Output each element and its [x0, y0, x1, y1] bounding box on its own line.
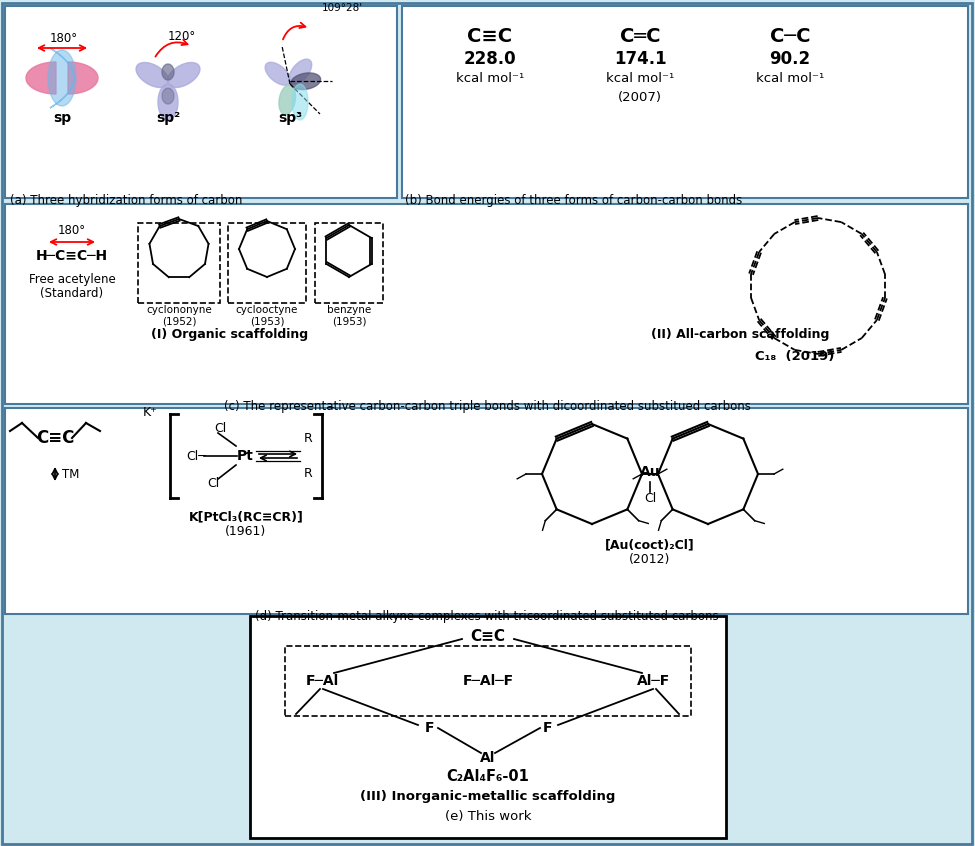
Text: F─Al─F: F─Al─F — [462, 674, 514, 688]
Text: (1953): (1953) — [250, 316, 285, 326]
Text: C═C: C═C — [620, 26, 660, 46]
Text: C≡C: C≡C — [36, 429, 74, 447]
Text: benzyne: benzyne — [327, 305, 371, 315]
Text: sp³: sp³ — [278, 111, 302, 125]
FancyBboxPatch shape — [250, 616, 726, 838]
Text: Cl─: Cl─ — [186, 449, 206, 463]
Text: kcal mol⁻¹: kcal mol⁻¹ — [605, 72, 674, 85]
Text: C₁₈  (2019): C₁₈ (2019) — [756, 349, 835, 362]
Text: (d) Transition-metal alkyne complexes with tricoordinated substituted carbons: (d) Transition-metal alkyne complexes wi… — [255, 610, 719, 623]
Text: [Au(coct)₂Cl]: [Au(coct)₂Cl] — [605, 538, 695, 551]
Polygon shape — [162, 64, 174, 80]
Text: Al: Al — [481, 751, 495, 765]
Text: (c) The representative carbon-carbon triple bonds with dicoordinated substitued : (c) The representative carbon-carbon tri… — [223, 400, 751, 413]
Text: sp²: sp² — [156, 111, 180, 125]
Text: Au: Au — [640, 465, 660, 479]
Text: (1952): (1952) — [162, 316, 196, 326]
Polygon shape — [162, 88, 174, 104]
Text: C≡C: C≡C — [467, 26, 513, 46]
Text: (I) Organic scaffolding: (I) Organic scaffolding — [151, 327, 308, 340]
Text: (a) Three hybridization forms of carbon: (a) Three hybridization forms of carbon — [10, 194, 243, 207]
Text: (1961): (1961) — [225, 525, 266, 538]
Text: F─Al: F─Al — [305, 674, 338, 688]
FancyBboxPatch shape — [5, 408, 968, 614]
Polygon shape — [68, 62, 98, 94]
Text: H─C≡C─H: H─C≡C─H — [36, 249, 108, 263]
Polygon shape — [292, 84, 308, 120]
Polygon shape — [158, 84, 178, 120]
Text: cyclononyne: cyclononyne — [146, 305, 212, 315]
Text: 174.1: 174.1 — [613, 50, 666, 68]
Text: K⁺: K⁺ — [143, 405, 158, 419]
Text: (2007): (2007) — [618, 91, 662, 103]
FancyBboxPatch shape — [5, 6, 397, 198]
Text: TM: TM — [62, 468, 79, 481]
Text: cyclooctyne: cyclooctyne — [236, 305, 298, 315]
Polygon shape — [168, 63, 200, 87]
Text: R: R — [303, 431, 312, 444]
Text: 90.2: 90.2 — [769, 50, 810, 68]
Text: (1953): (1953) — [332, 316, 367, 326]
Text: Cl: Cl — [207, 476, 219, 490]
Text: 180°: 180° — [50, 31, 78, 45]
FancyBboxPatch shape — [5, 204, 968, 404]
Polygon shape — [291, 73, 321, 90]
Text: F: F — [425, 721, 435, 735]
Polygon shape — [50, 48, 74, 78]
Text: (e) This work: (e) This work — [445, 810, 531, 822]
Polygon shape — [279, 85, 295, 114]
Polygon shape — [265, 63, 291, 85]
FancyBboxPatch shape — [402, 6, 968, 198]
Text: 120°: 120° — [168, 30, 196, 42]
Text: sp: sp — [53, 111, 71, 125]
Text: F: F — [543, 721, 553, 735]
Text: R: R — [303, 466, 312, 480]
Text: Free acetylene: Free acetylene — [28, 272, 115, 285]
Text: 180°: 180° — [58, 223, 86, 237]
Text: C₂Al₄F₆-01: C₂Al₄F₆-01 — [447, 768, 529, 783]
Text: K[PtCl₃(RC≡CR)]: K[PtCl₃(RC≡CR)] — [188, 510, 303, 523]
Text: (III) Inorganic-metallic scaffolding: (III) Inorganic-metallic scaffolding — [361, 789, 615, 803]
Text: 109°28': 109°28' — [322, 3, 363, 13]
Polygon shape — [289, 59, 312, 85]
Polygon shape — [48, 50, 76, 106]
Text: Cl: Cl — [214, 421, 226, 435]
Text: C─C: C─C — [769, 26, 810, 46]
Text: (Standard): (Standard) — [40, 287, 103, 299]
Text: Al─F: Al─F — [638, 674, 671, 688]
Text: 228.0: 228.0 — [464, 50, 517, 68]
Polygon shape — [50, 78, 74, 108]
Text: ⁻: ⁻ — [327, 404, 335, 419]
Polygon shape — [136, 63, 169, 87]
Text: (2012): (2012) — [629, 553, 671, 566]
Text: Cl: Cl — [644, 492, 656, 504]
Text: C≡C: C≡C — [471, 629, 505, 644]
Text: kcal mol⁻¹: kcal mol⁻¹ — [756, 72, 824, 85]
Text: kcal mol⁻¹: kcal mol⁻¹ — [456, 72, 525, 85]
Polygon shape — [26, 62, 56, 94]
Text: Pt: Pt — [237, 449, 254, 463]
Text: (b) Bond energies of three forms of carbon-carbon bonds: (b) Bond energies of three forms of carb… — [405, 194, 742, 207]
Text: (II) All-carbon scaffolding: (II) All-carbon scaffolding — [651, 327, 829, 340]
